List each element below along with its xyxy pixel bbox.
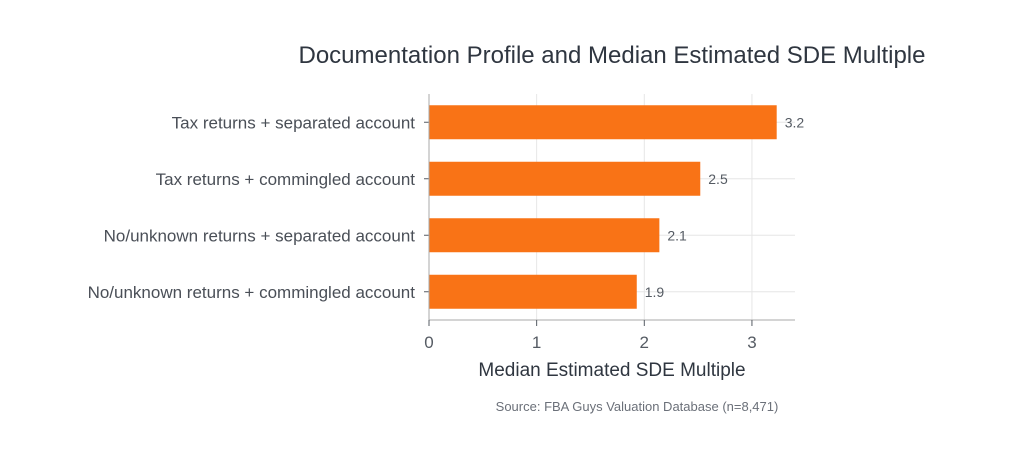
value-label-0: 3.2 bbox=[785, 114, 805, 130]
x-axis-title: Median Estimated SDE Multiple bbox=[478, 360, 745, 381]
x-tick-label-1: 1 bbox=[532, 333, 541, 352]
value-label-2: 2.1 bbox=[667, 227, 687, 243]
value-label-1: 2.5 bbox=[708, 171, 728, 187]
category-label-3: No/unknown returns + commingled account bbox=[88, 283, 416, 302]
chart-title: Documentation Profile and Median Estimat… bbox=[299, 42, 926, 69]
bar-2 bbox=[429, 218, 660, 253]
x-tick-label-0: 0 bbox=[424, 333, 433, 352]
bar-0 bbox=[429, 105, 777, 140]
value-label-3: 1.9 bbox=[645, 284, 665, 300]
labels: 3.2 Tax returns + separated account 2.5 Tax… bbox=[88, 113, 805, 352]
category-label-0: Tax returns + separated account bbox=[172, 113, 416, 132]
axes bbox=[424, 94, 795, 326]
source-note: Source: FBA Guys Valuation Database (n=8… bbox=[496, 399, 779, 414]
x-tick-label-2: 2 bbox=[640, 333, 649, 352]
category-label-1: Tax returns + commingled account bbox=[156, 170, 416, 189]
category-label-2: No/unknown returns + separated account bbox=[104, 226, 416, 245]
x-tick-label-3: 3 bbox=[747, 333, 756, 352]
bar-3 bbox=[429, 274, 637, 309]
bar-1 bbox=[429, 161, 701, 196]
bars bbox=[429, 105, 777, 309]
